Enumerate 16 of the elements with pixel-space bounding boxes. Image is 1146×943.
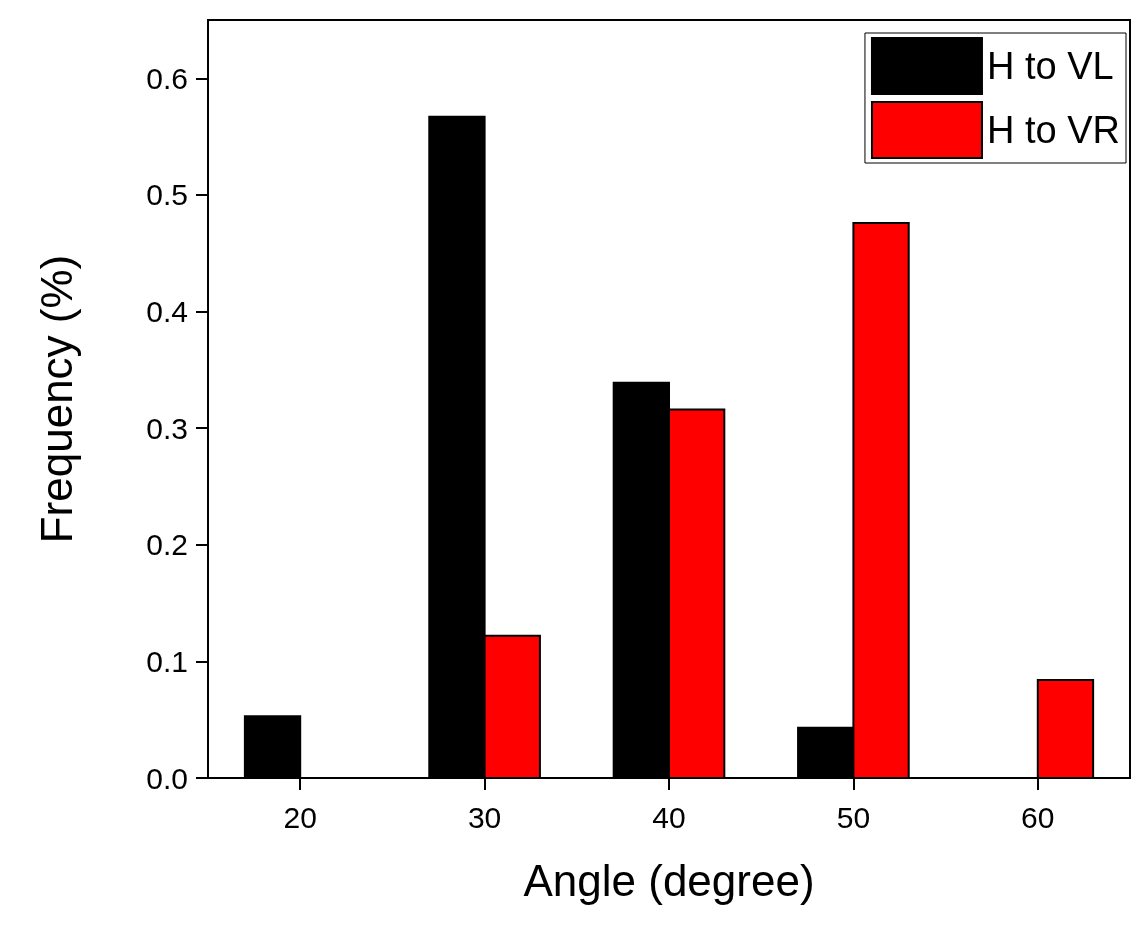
y-tick-label: 0.6 — [146, 61, 188, 95]
x-tick-label: 30 — [467, 800, 502, 834]
legend-label: H to VR — [986, 109, 1121, 151]
x-tick-label: 50 — [836, 800, 871, 834]
y-tick-label: 0.4 — [146, 295, 188, 329]
x-axis-title: Angle (degree) — [523, 855, 815, 905]
y-axis-title: Frequency (%) — [31, 254, 81, 544]
y-tick-label: 0.2 — [146, 528, 188, 562]
x-tick-label: 20 — [283, 800, 317, 834]
y-tick-label: 0.0 — [146, 761, 188, 795]
y-tick-label: 0.1 — [146, 644, 188, 678]
x-tick-label: 60 — [1021, 800, 1055, 834]
x-tick-label: 40 — [652, 800, 686, 834]
y-tick-label: 0.5 — [146, 178, 188, 212]
legend-label: H to VL — [986, 45, 1114, 87]
y-tick-label: 0.3 — [146, 411, 188, 445]
